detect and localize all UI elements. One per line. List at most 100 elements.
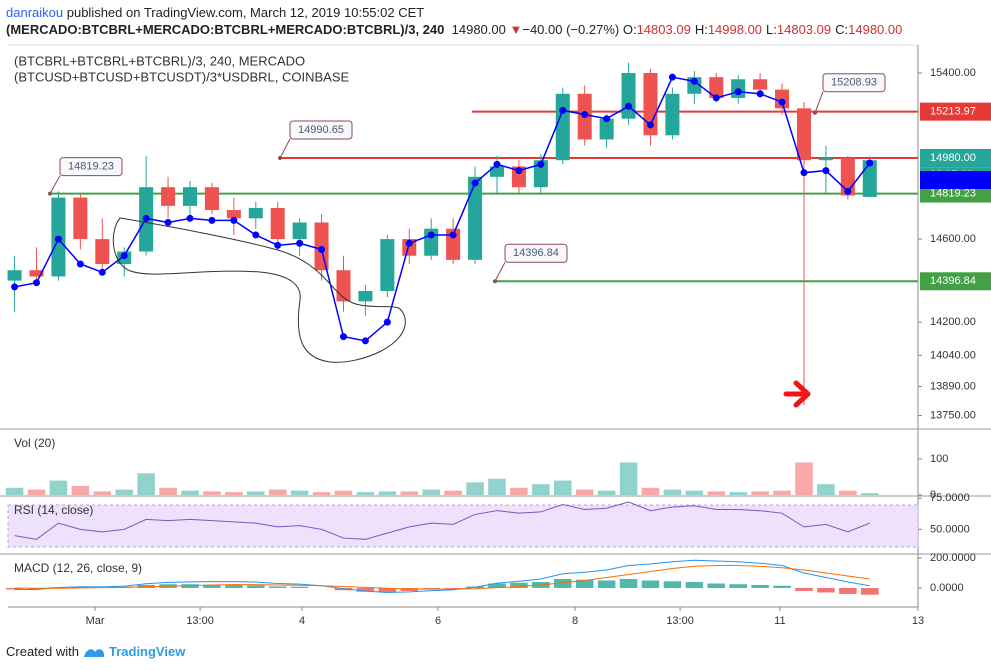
panel-title: (BTCBRL+BTCBRL+BTCBRL)/3, 240, MERCADO	[14, 53, 305, 68]
footer: Created with TradingView	[6, 644, 185, 659]
indicator-point	[54, 235, 62, 243]
candle-body	[161, 187, 176, 206]
indicator-point	[318, 245, 326, 253]
indicator-point	[515, 167, 523, 175]
candle-body	[358, 290, 373, 302]
indicator-point	[822, 167, 830, 175]
macd-histogram-bar	[247, 585, 265, 588]
brand[interactable]: TradingView	[108, 644, 186, 659]
volume-bar	[773, 490, 791, 495]
candle-body	[511, 166, 526, 188]
macd-histogram-bar	[5, 587, 24, 590]
published: published on TradingView.com, March 12, …	[66, 5, 425, 20]
header-line-2: (MERCADO:BTCBRL+MERCADO:BTCBRL+MERCADO:B…	[6, 21, 906, 38]
volume-bar	[49, 480, 68, 495]
volume-bar	[93, 491, 112, 495]
annotation-label: 15208.93	[831, 77, 877, 89]
annotation-label: 14819.23	[68, 160, 114, 172]
hand-drawn-outline	[112, 217, 406, 363]
macd-histogram-bar	[795, 587, 813, 591]
volume-bar	[663, 489, 682, 495]
volume-bar	[466, 482, 484, 495]
volume-bar	[860, 493, 879, 495]
indicator-point	[756, 90, 764, 98]
candle-body	[818, 158, 833, 161]
volume-bar	[159, 487, 177, 495]
macd-histogram-bar	[181, 584, 199, 588]
header: danraikou published on TradingView.com, …	[6, 4, 906, 38]
macd-histogram-bar	[839, 587, 857, 594]
volume-bar	[839, 490, 857, 495]
volume-bar	[795, 462, 813, 495]
panel-title: RSI (14, close)	[14, 503, 93, 517]
volume-bar	[378, 491, 397, 495]
annotation-pointer	[494, 262, 506, 282]
indicator-point	[471, 179, 479, 187]
candle-body	[7, 270, 22, 281]
volume-bar	[312, 492, 331, 495]
rsi-band	[7, 504, 919, 548]
indicator-point	[800, 169, 808, 177]
y-tick-label: 200.0000	[930, 552, 976, 564]
macd-histogram-bar	[554, 578, 572, 588]
x-tick-label: 13:00	[186, 615, 214, 627]
indicator-point	[668, 73, 676, 81]
indicator-point	[186, 214, 194, 222]
macd-histogram-bar	[773, 585, 791, 588]
candle-body	[555, 93, 570, 161]
price-tag-label: 14980.00	[930, 152, 976, 164]
ohlc-label: C:	[835, 22, 849, 37]
indicator-line	[14, 76, 871, 342]
indicator-point	[646, 121, 654, 129]
indicator-point	[142, 214, 150, 222]
indicator-point	[274, 241, 282, 249]
candle-body	[446, 228, 461, 260]
macd-histogram-bar	[444, 587, 462, 589]
candle-body	[73, 197, 88, 240]
down-arrow: ▼	[509, 22, 523, 37]
panel-title: MACD (12, 26, close, 9)	[14, 561, 142, 575]
volume-bar	[290, 490, 309, 495]
indicator-point	[361, 337, 369, 345]
price-tag-label: 14396.84	[930, 275, 976, 287]
macd-histogram-bar	[707, 583, 726, 588]
indicator-point	[427, 231, 435, 239]
candle-body	[862, 160, 877, 197]
indicator-point	[296, 239, 304, 247]
candle-body	[292, 222, 307, 240]
macd-histogram-bar	[510, 582, 528, 588]
macd-histogram-bar	[378, 587, 397, 593]
candle-body	[468, 176, 483, 260]
indicator-point	[559, 106, 567, 114]
volume-bar	[641, 487, 660, 495]
volume-bar	[27, 489, 46, 495]
ohlc-value: 14803.09	[636, 22, 691, 37]
header-line-1: danraikou published on TradingView.com, …	[6, 4, 906, 21]
ohlc-value: 14803.09	[776, 22, 832, 37]
price-tag	[920, 102, 991, 121]
annotation-pointer	[49, 175, 61, 194]
indicator-point	[405, 239, 413, 247]
volume-bar	[510, 487, 528, 495]
volume-bar	[444, 490, 462, 495]
candle-body	[226, 210, 241, 219]
indicator-point	[383, 318, 391, 326]
indicator-point	[11, 283, 19, 291]
volume-bar	[247, 491, 265, 495]
macd-histogram-bar	[597, 580, 616, 588]
author[interactable]: danraikou	[6, 5, 64, 20]
macd-histogram-bar	[488, 583, 506, 588]
volume-bar	[422, 489, 440, 495]
indicator-point	[164, 218, 172, 226]
y-tick-label: 50.0000	[930, 523, 970, 535]
volume-bar	[356, 492, 375, 495]
volume-bar	[619, 462, 638, 495]
indicator-point	[339, 333, 347, 341]
y-tick-label: 0.0000	[930, 582, 964, 594]
macd-histogram-bar	[290, 586, 309, 588]
volume-bar	[115, 489, 133, 495]
annotation-pointer	[814, 91, 824, 113]
volume-bar	[685, 490, 704, 495]
ohlc-value: 14998.00	[707, 22, 763, 37]
macd-histogram-bar	[729, 584, 747, 588]
